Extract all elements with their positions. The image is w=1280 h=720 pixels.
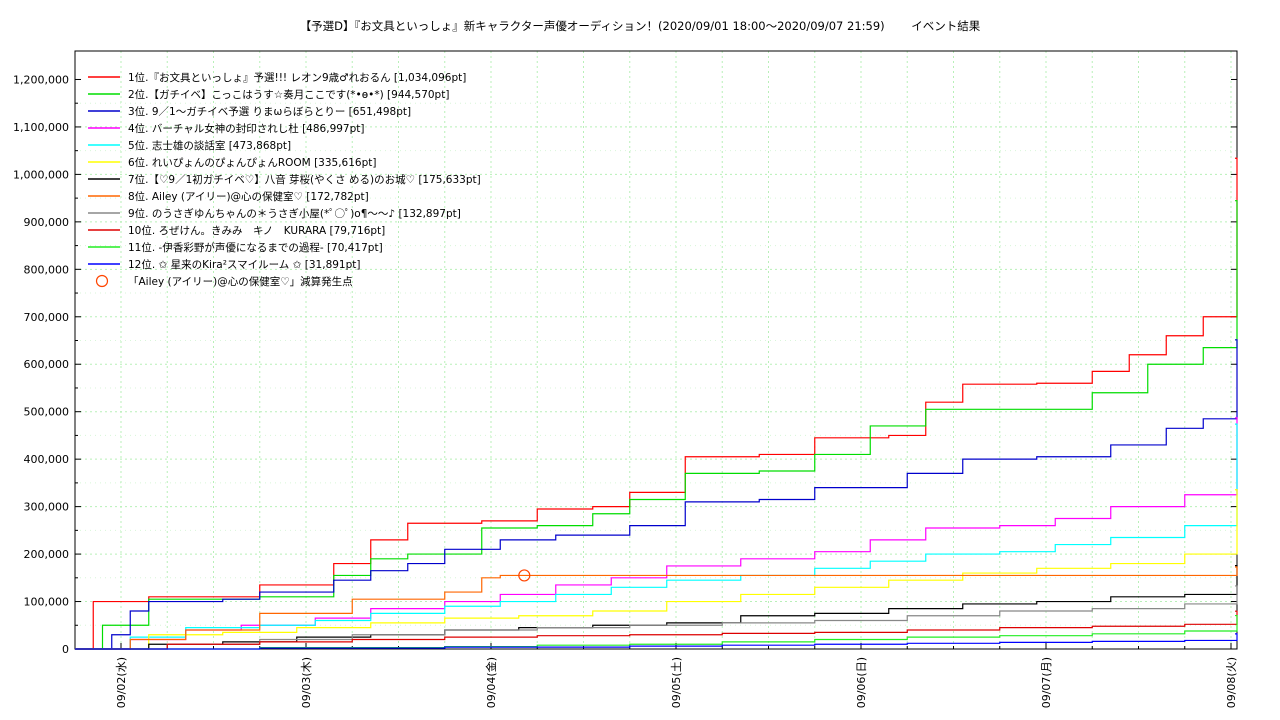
- legend-label: 9位. のうさぎゆんちゃんの＊うさぎ小屋(*ﾟ○ﾟ)o¶〜〜♪ [132,897…: [128, 207, 461, 220]
- legend-label: 7位.【♡9／1初ガチイベ♡】八音 芽桜(やくさ める)のお城♡ [175,63…: [128, 173, 481, 186]
- decrement-marker: [518, 569, 531, 582]
- series-line-8: [75, 566, 1238, 650]
- y-tick-label: 500,000: [24, 406, 70, 419]
- y-tick-label: 1,200,000: [13, 73, 69, 86]
- y-tick-label: 400,000: [24, 453, 70, 466]
- y-tick-label: 100,000: [24, 596, 70, 609]
- legend-label: 3位. 9／1〜ガチイベ予選 りまωらぼらとりー [651,498pt]: [128, 105, 411, 118]
- series-line-12: [75, 633, 1238, 650]
- x-tick-label: 09/07(月): [1040, 657, 1053, 708]
- x-tick-label: 09/03(木): [300, 657, 313, 708]
- y-tick-label: 600,000: [24, 358, 70, 371]
- legend-label: 6位. れいぴょんのぴょんぴょんROOM [335,616pt]: [128, 156, 376, 169]
- legend-label: 8位. Ailey (アイリー)@心の保健室♡ [172,782pt]: [128, 190, 369, 203]
- legend-label: 11位. -伊香彩野が声優になるまでの過程- [70,417pt]: [128, 241, 383, 254]
- chart-title: 【予選D】『お文具といっしょ』新キャラクター声優オーディション！(2020/09…: [299, 19, 981, 33]
- series-line-3: [75, 339, 1238, 650]
- y-tick-label: 800,000: [24, 263, 70, 276]
- y-tick-label: 1,000,000: [13, 168, 69, 181]
- x-tick-label: 09/08(火): [1225, 657, 1238, 708]
- legend-label: 4位. バーチャル女神の封印されし杜 [486,997pt]: [128, 122, 364, 135]
- x-tick-label: 09/05(土): [670, 657, 683, 708]
- y-tick-label: 900,000: [24, 216, 70, 229]
- legend-label: 2位.【ガチイベ】こっこはうす☆奏月ここです(*•ө•*) [944,570pt…: [128, 88, 449, 101]
- legend-label: 1位.『お文具といっしょ』予選!!! レオン9歳♂れおるん [1,034,096…: [128, 71, 466, 84]
- legend-label: 12位. ✩ 星来のKira²スマイルーム ✩ [31,891pt]: [128, 258, 361, 271]
- series-line-6: [75, 489, 1238, 650]
- y-tick-label: 300,000: [24, 501, 70, 514]
- legend-label: 10位. ろぜけん。きみみ キノ KURARA [79,716pt]: [128, 224, 385, 237]
- y-tick-label: 700,000: [24, 311, 70, 324]
- x-tick-label: 09/06(日): [855, 657, 868, 708]
- series-line-7: [75, 565, 1238, 650]
- y-tick-label: 1,100,000: [13, 121, 69, 134]
- series-line-4: [75, 417, 1238, 650]
- x-tick-label: 09/02(水): [115, 657, 128, 708]
- series-line-5: [75, 423, 1238, 650]
- legend-label: 5位. 志士雄の談話室 [473,868pt]: [128, 139, 291, 152]
- legend-marker-swatch: [95, 274, 109, 288]
- y-tick-label: 200,000: [24, 548, 70, 561]
- x-tick-label: 09/04(金): [484, 657, 498, 708]
- series-line-9: [75, 585, 1238, 650]
- legend-label: 「Ailey (アイリー)@心の保健室♡」減算発生点: [128, 275, 353, 288]
- y-tick-label: 0: [62, 643, 69, 656]
